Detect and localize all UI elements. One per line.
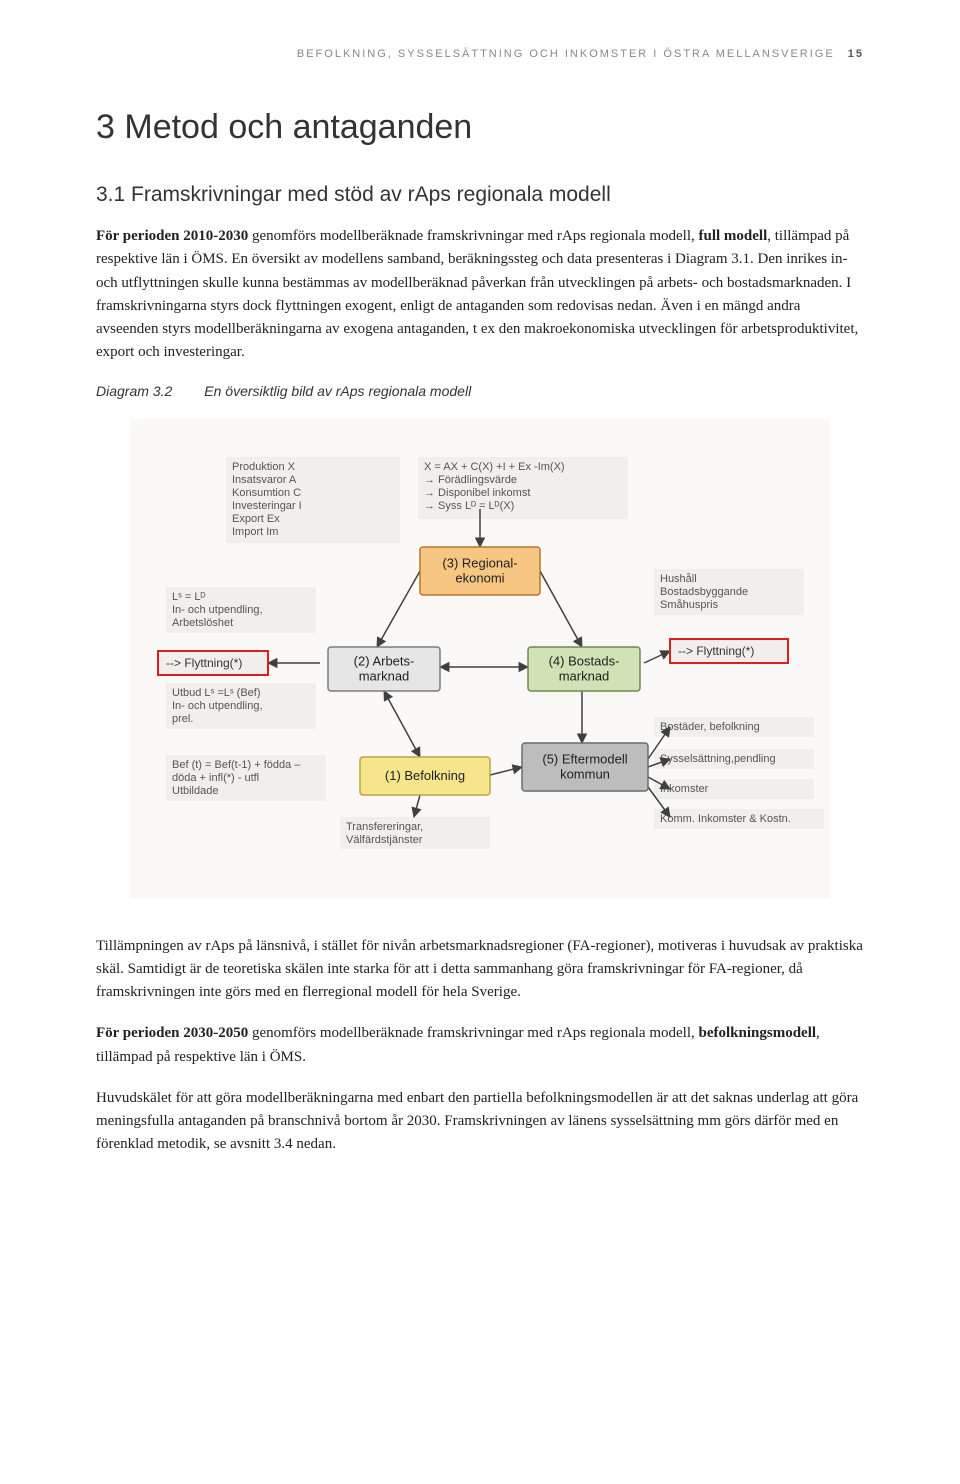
- svg-text:Komm. Inkomster & Kostn.: Komm. Inkomster & Kostn.: [660, 813, 791, 825]
- svg-text:ekonomi: ekonomi: [455, 570, 504, 585]
- paragraph-3: För perioden 2030-2050 genomförs modellb…: [96, 1022, 864, 1069]
- page-number: 15: [848, 48, 864, 60]
- diagram-label: Diagram 3.2: [96, 383, 172, 399]
- svg-text:→ Förädlingsvärde: → Förädlingsvärde: [424, 474, 517, 486]
- svg-text:(1) Befolkning: (1) Befolkning: [385, 768, 465, 783]
- para3-bold-period: För perioden 2030-2050: [96, 1025, 248, 1041]
- svg-text:Insatsvaror A: Insatsvaror A: [232, 474, 297, 486]
- running-head: BEFOLKNING, SYSSELSÄTTNING OCH INKOMSTER…: [96, 48, 864, 60]
- svg-text:(3) Regional-: (3) Regional-: [442, 555, 517, 570]
- svg-text:prel.: prel.: [172, 713, 193, 725]
- svg-text:Export Ex: Export Ex: [232, 513, 280, 525]
- paragraph-2: Tillämpningen av rAps på länsnivå, i stä…: [96, 935, 864, 1005]
- svg-text:döda + infl(*) - utfl: döda + infl(*) - utfl: [172, 772, 259, 784]
- diagram-wrapper: Produktion XInsatsvaror AKonsumtion CInv…: [96, 419, 864, 899]
- para1-bold-period: För perioden 2010-2030: [96, 228, 248, 244]
- svg-text:marknad: marknad: [359, 668, 410, 683]
- running-head-text: BEFOLKNING, SYSSELSÄTTNING OCH INKOMSTER…: [297, 48, 835, 60]
- svg-text:Bef (t) = Bef(t-1) + födda –: Bef (t) = Bef(t-1) + födda –: [172, 759, 301, 771]
- para1-bold-model: full modell: [699, 228, 768, 244]
- svg-text:Bostadsbyggande: Bostadsbyggande: [660, 586, 748, 598]
- svg-text:Investeringar I: Investeringar I: [232, 500, 302, 512]
- svg-text:→ Syss Lᴰ = Lᴰ(X): → Syss Lᴰ = Lᴰ(X): [424, 500, 514, 512]
- svg-text:Inkomster: Inkomster: [660, 783, 709, 795]
- svg-text:Import Im: Import Im: [232, 526, 278, 538]
- diagram-caption: En översiktlig bild av rAps regionala mo…: [204, 383, 471, 399]
- section-title-text: Metod och antaganden: [124, 108, 472, 146]
- svg-text:(4) Bostads-: (4) Bostads-: [549, 653, 620, 668]
- paragraph-1: För perioden 2010-2030 genomförs modellb…: [96, 225, 864, 365]
- para3-text-b: genomförs modellberäknade framskrivninga…: [248, 1025, 698, 1041]
- svg-text:Konsumtion C: Konsumtion C: [232, 487, 301, 499]
- para3-bold-model: befolkningsmodell: [699, 1025, 817, 1041]
- svg-text:→ Disponibel inkomst: → Disponibel inkomst: [424, 487, 530, 499]
- para1-text-d: , tillämpad på respektive län i ÖMS. En …: [96, 228, 858, 360]
- svg-text:--> Flyttning(*): --> Flyttning(*): [166, 656, 242, 670]
- svg-text:Sysselsättning,pendling: Sysselsättning,pendling: [660, 753, 776, 765]
- svg-text:Arbetslöshet: Arbetslöshet: [172, 617, 233, 629]
- subsection-number: 3.1: [96, 183, 125, 206]
- svg-text:Bostäder, befolkning: Bostäder, befolkning: [660, 721, 760, 733]
- raps-model-diagram: Produktion XInsatsvaror AKonsumtion CInv…: [130, 419, 830, 899]
- paragraph-4: Huvudskälet för att göra modellberäkning…: [96, 1087, 864, 1157]
- svg-text:kommun: kommun: [560, 766, 610, 781]
- svg-text:X = AX + C(X) +I + Ex -Im(X): X = AX + C(X) +I + Ex -Im(X): [424, 461, 565, 473]
- svg-text:In- och utpendling,: In- och utpendling,: [172, 700, 263, 712]
- svg-text:Hushåll: Hushåll: [660, 573, 697, 585]
- svg-text:Lˢ = Lᴰ: Lˢ = Lᴰ: [172, 591, 206, 603]
- subsection-title-text: Framskrivningar med stöd av rAps regiona…: [131, 183, 611, 206]
- svg-text:Produktion X: Produktion X: [232, 461, 296, 473]
- svg-text:In- och utpendling,: In- och utpendling,: [172, 604, 263, 616]
- section-title: 3 Metod och antaganden: [96, 108, 864, 147]
- svg-text:--> Flyttning(*): --> Flyttning(*): [678, 644, 754, 658]
- svg-text:Välfärdstjänster: Välfärdstjänster: [346, 834, 423, 846]
- svg-text:Småhuspris: Småhuspris: [660, 599, 719, 611]
- section-number: 3: [96, 108, 115, 146]
- diagram-caption-row: Diagram 3.2 En översiktlig bild av rAps …: [96, 383, 864, 399]
- svg-text:marknad: marknad: [559, 668, 610, 683]
- para1-text-b: genomförs modellberäknade framskrivninga…: [248, 228, 698, 244]
- svg-text:(5) Eftermodell: (5) Eftermodell: [542, 751, 627, 766]
- svg-text:Utbildade: Utbildade: [172, 785, 218, 797]
- subsection-title: 3.1 Framskrivningar med stöd av rAps reg…: [96, 183, 864, 207]
- svg-text:Utbud Lˢ =Lˢ (Bef): Utbud Lˢ =Lˢ (Bef): [172, 687, 261, 699]
- svg-text:(2) Arbets-: (2) Arbets-: [354, 653, 415, 668]
- svg-text:Transfereringar,: Transfereringar,: [346, 821, 423, 833]
